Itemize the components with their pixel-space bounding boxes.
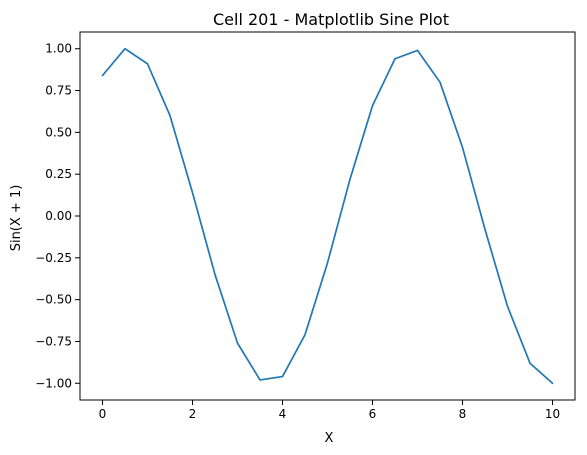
y-tick-label-1: −0.75 [35,334,72,348]
y-tick-label-3: −0.25 [35,251,72,265]
x-tick-label-3: 6 [369,407,377,421]
x-tick-label-2: 4 [279,407,287,421]
y-tick-label-7: 0.75 [45,84,72,98]
x-tick-label-0: 0 [99,407,107,421]
x-axis-label: X [325,431,334,446]
x-tick-label-5: 10 [545,407,560,421]
x-tick-label-4: 8 [459,407,467,421]
y-tick-label-8: 1.00 [45,42,72,56]
series-line [101,47,554,385]
y-tick-label-0: −1.00 [35,376,72,390]
y-tick-label-4: 0.00 [45,209,72,223]
chart-title: Cell 201 - Matplotlib Sine Plot [213,10,449,29]
y-tick-label-2: −0.50 [35,293,72,307]
y-tick-label-5: 0.25 [45,167,72,181]
x-tick-label-1: 2 [189,407,197,421]
y-tick-label-6: 0.50 [45,125,72,139]
y-axis-label: Sin(X + 1) [9,185,24,252]
plot-area: 0 2 4 6 8 10 −1.00 −0.75 −0.50 −0.25 0.00 0.25 0.50 0… [35,31,576,421]
